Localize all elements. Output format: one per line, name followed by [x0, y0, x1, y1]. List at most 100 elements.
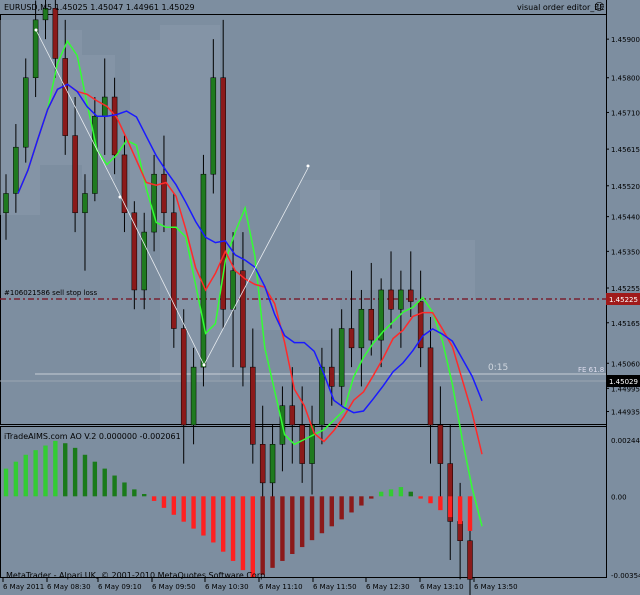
candle-bear: [62, 58, 68, 136]
candle-bull: [210, 77, 217, 175]
candle-bear: [52, 8, 59, 59]
ao-bar: [211, 496, 216, 543]
ao-bar: [151, 496, 157, 501]
price-axis-label: 1.45255: [611, 285, 640, 293]
indicator-axis-bottom: -0.00354: [611, 572, 640, 580]
ao-bar: [250, 496, 256, 578]
candle-bull: [82, 193, 88, 214]
indicator-axis-top: 0.00244: [611, 437, 640, 445]
timer-label: 0:15: [488, 363, 509, 373]
price-axis-label: 1.45165: [611, 320, 640, 328]
ao-bar: [191, 496, 196, 529]
ao-bar: [280, 496, 285, 561]
shaded-zone: [82, 55, 115, 180]
ao-bar: [270, 496, 275, 568]
expert-name: visual order editor_EE: [517, 3, 605, 12]
ao-bar: [369, 496, 374, 499]
zigzag-point: [306, 164, 310, 168]
price-axis-label: 1.44995: [611, 385, 640, 393]
ao-bar: [398, 487, 404, 497]
candle-bear: [467, 540, 473, 580]
ao-bar: [448, 496, 453, 518]
candle-bull: [309, 424, 315, 464]
candle-bear: [259, 444, 266, 484]
shaded-zone: [300, 180, 340, 340]
candle-bull: [42, 8, 49, 21]
ao-bar: [181, 496, 186, 522]
candle-bear: [457, 521, 463, 542]
candle-bear: [408, 289, 414, 302]
time-axis-label: 6 May 13:50: [474, 583, 518, 591]
ao-bar: [13, 461, 19, 497]
ao-bar: [112, 475, 117, 497]
shaded-zone: [420, 240, 475, 300]
candle-bear: [220, 77, 226, 310]
candle-bull: [230, 270, 236, 310]
ao-bar: [290, 496, 295, 554]
ao-bar: [132, 489, 137, 497]
current-price-label: 1.45029: [609, 378, 638, 386]
ao-bar: [161, 496, 167, 508]
ao-bar: [82, 454, 88, 497]
shaded-zone: [340, 190, 380, 290]
time-axis-label: 6 May 12:30: [366, 583, 410, 591]
price-axis-label: 1.45615: [611, 146, 640, 154]
ao-bar: [122, 482, 127, 497]
candle-bear: [72, 135, 78, 214]
candle-bear: [437, 424, 444, 464]
time-axis-label: 6 May 11:50: [313, 583, 357, 591]
candle-bear: [111, 96, 118, 156]
candle-bear: [121, 154, 128, 214]
candle-bull: [13, 146, 19, 194]
candle-bull: [338, 328, 345, 387]
indicator-title: iTradeAIMS.com AO V.2 0.000000 -0.002061: [4, 432, 181, 441]
shaded-zone: [160, 25, 220, 380]
candle-bear: [417, 301, 424, 349]
price-axis-label: 1.45350: [611, 248, 640, 256]
ao-bar: [171, 496, 177, 515]
candle-bear: [388, 289, 394, 310]
ao-bar: [92, 461, 98, 497]
candle-bear: [171, 212, 177, 329]
ao-bar: [349, 496, 354, 513]
shaded-zone: [245, 300, 300, 330]
ao-bar: [359, 496, 364, 506]
stop-price-badge: [606, 293, 640, 305]
ao-bar: [319, 496, 325, 534]
time-axis-label: 6 May 09:50: [152, 583, 196, 591]
ao-bar: [220, 496, 226, 552]
copyright: MetaTrader - Alpari UK, © 2001-2010 Meta…: [6, 571, 268, 580]
candle-bull: [3, 193, 9, 214]
candle-bear: [131, 212, 138, 291]
symbol-info: EURUSD,M5 1.45025 1.45047 1.44961 1.4502…: [4, 3, 195, 12]
candle-bull: [358, 308, 365, 349]
ao-bar: [438, 496, 443, 511]
candle-bull: [269, 444, 276, 484]
candle-bull: [32, 19, 39, 78]
candle-bear: [368, 308, 375, 341]
shaded-zone: [380, 240, 420, 290]
candle-bull: [22, 77, 29, 148]
candle-bull: [190, 366, 197, 426]
time-axis-label: 6 May 13:10: [420, 583, 464, 591]
ao-bar: [408, 491, 413, 497]
time-axis-label: 6 May 10:30: [205, 583, 249, 591]
ao-bar: [299, 496, 305, 548]
price-axis-label: 1.45060: [611, 360, 640, 368]
ma-blue-line: [17, 83, 483, 414]
zigzag-point: [202, 363, 206, 367]
candle-bull: [200, 173, 207, 368]
ao-bar: [260, 496, 265, 575]
candle-bull: [141, 231, 147, 291]
current-price-badge: [606, 375, 640, 387]
smiley-icon: ☺: [594, 2, 605, 13]
ao-bar: [43, 445, 48, 497]
candle-bull: [398, 289, 404, 310]
candle-bull: [378, 289, 384, 341]
price-axis-label: 1.45710: [611, 109, 640, 117]
time-axis-label: 6 May 11:10: [259, 583, 303, 591]
candle-bull: [319, 366, 325, 426]
price-axis-label: 1.45900: [611, 36, 640, 44]
